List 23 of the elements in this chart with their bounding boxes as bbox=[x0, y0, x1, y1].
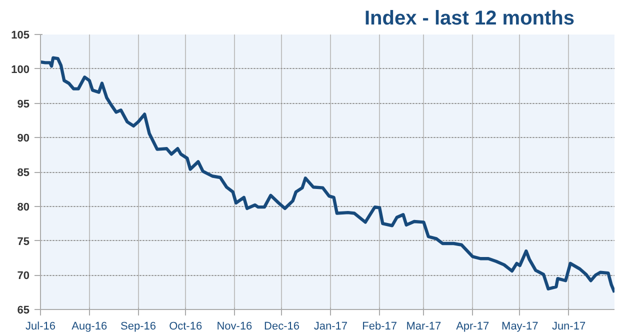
x-tick-label: Apr-17 bbox=[456, 320, 490, 332]
x-tick-label: Mar-17 bbox=[406, 320, 442, 332]
y-tick-label: 90 bbox=[17, 132, 30, 145]
y-tick-label: 65 bbox=[17, 304, 30, 316]
x-tick-label: Jul-16 bbox=[26, 320, 56, 332]
y-tick-label: 80 bbox=[17, 201, 30, 214]
line-series bbox=[40, 56, 614, 294]
x-tick-label: Jun-17 bbox=[552, 320, 586, 332]
x-tick-label: Dec-16 bbox=[264, 320, 300, 332]
y-tick-label: 75 bbox=[17, 236, 30, 248]
x-tick-label: Oct-16 bbox=[169, 320, 202, 332]
x-tick-label: Aug-16 bbox=[72, 320, 108, 332]
x-tick-label: Sep-16 bbox=[120, 320, 156, 332]
y-tick-label: 85 bbox=[17, 167, 30, 179]
y-tick-label: 70 bbox=[17, 270, 30, 282]
x-tick-label: Jan-17 bbox=[314, 320, 348, 332]
x-tick-label: May-17 bbox=[502, 320, 538, 332]
y-tick-label: 100 bbox=[11, 64, 30, 76]
y-tick-label: 95 bbox=[17, 98, 30, 110]
chart-title: Index - last 12 months bbox=[364, 8, 575, 30]
y-tick-label: 105 bbox=[11, 30, 30, 42]
x-tick-label: Feb-17 bbox=[362, 320, 397, 332]
x-tick-label: Nov-16 bbox=[216, 320, 252, 332]
